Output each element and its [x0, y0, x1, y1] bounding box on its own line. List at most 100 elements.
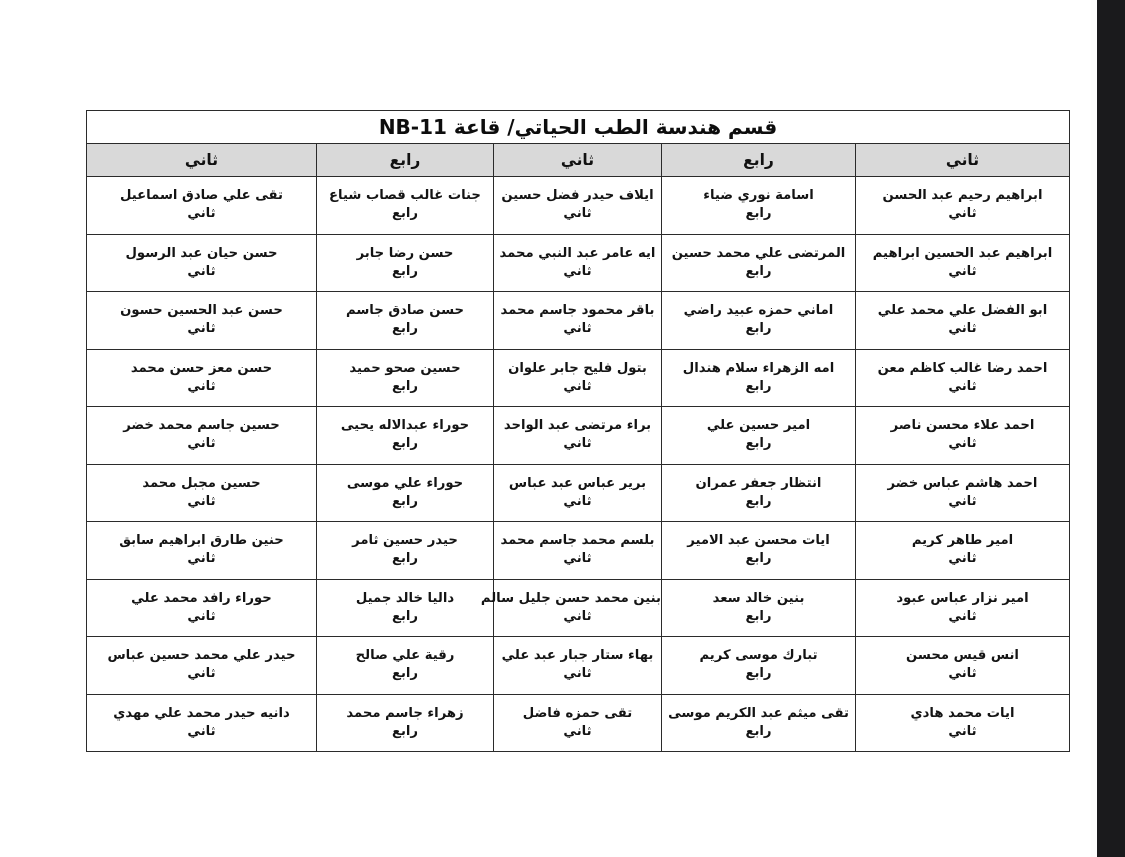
- student-cell: زهراء جاسم محمد رابع: [316, 693, 494, 752]
- student-term: رابع: [745, 666, 772, 682]
- student-name: امه الزهراء سلام هندال: [682, 360, 835, 376]
- student-term: ثاني: [187, 378, 216, 394]
- student-cell: اسامة نوري ضياء رابع: [661, 176, 856, 235]
- student-term: ثاني: [948, 321, 977, 337]
- student-cell: احمد علاء محسن ناصر ثاني: [855, 406, 1070, 465]
- student-term: رابع: [745, 436, 772, 452]
- student-name: حسن عبد الحسين حسون: [120, 303, 283, 319]
- student-cell: برير عباس عبد عباس ثاني: [493, 463, 662, 522]
- student-name: حيدر علي محمد حسين عباس: [107, 648, 296, 664]
- student-cell: تقى ميثم عبد الكريم موسى رابع: [661, 693, 856, 752]
- student-cell: حسن رضا جابر رابع: [316, 233, 494, 292]
- student-name: حسن صادق جاسم: [346, 303, 464, 319]
- table-row: احمد هاشم عباس خضر ثاني انتظار جعفر عمران ر…: [86, 463, 1070, 522]
- student-cell: حوراء رافد محمد علي ثاني: [86, 578, 317, 637]
- student-cell: داليا خالد جميل رابع: [316, 578, 494, 637]
- student-term: ثاني: [563, 378, 592, 394]
- student-name: ايات محمد هادي: [910, 705, 1015, 721]
- table-row: ابراهيم عبد الحسين ابراهيم ثاني المرتضى عل…: [86, 233, 1070, 292]
- document-title: قسم هندسة الطب الحياتي/ قاعة NB-11: [86, 110, 1070, 144]
- student-term: ثاني: [563, 723, 592, 739]
- student-name: حنين طارق ابراهيم سابق: [119, 533, 284, 549]
- student-cell: امير حسين علي رابع: [661, 406, 856, 465]
- student-term: ثاني: [187, 551, 216, 567]
- student-term: ثاني: [948, 551, 977, 567]
- student-cell: المرتضى علي محمد حسين رابع: [661, 233, 856, 292]
- student-term: ثاني: [187, 666, 216, 682]
- student-cell: حسن صادق جاسم رابع: [316, 291, 494, 350]
- student-name: امير حسين علي: [706, 418, 811, 434]
- student-cell: حسين صحو حميد رابع: [316, 348, 494, 407]
- student-term: ثاني: [187, 206, 216, 222]
- student-name: برير عباس عبد عباس: [508, 475, 647, 491]
- student-term: ثاني: [563, 263, 592, 279]
- student-cell: بهاء ستار جبار عبد علي ثاني: [493, 636, 662, 695]
- student-name: بلسم محمد جاسم محمد: [500, 533, 655, 549]
- student-term: ثاني: [948, 436, 977, 452]
- student-cell: ابراهيم عبد الحسين ابراهيم ثاني: [855, 233, 1070, 292]
- student-name: احمد هاشم عباس خضر: [887, 475, 1038, 491]
- student-cell: باقر محمود جاسم محمد ثاني: [493, 291, 662, 350]
- student-cell: ايه عامر عبد النبي محمد ثاني: [493, 233, 662, 292]
- student-term: ثاني: [948, 378, 977, 394]
- student-name: تقى ميثم عبد الكريم موسى: [668, 705, 849, 721]
- student-cell: بلسم محمد جاسم محمد ثاني: [493, 521, 662, 580]
- table-row: امير طاهر كريم ثاني ايات محسن عبد الامير را…: [86, 521, 1070, 580]
- page-edge-gap: [1091, 0, 1097, 857]
- student-cell: امير نزار عباس عبود ثاني: [855, 578, 1070, 637]
- student-name: اسامة نوري ضياء: [703, 188, 814, 204]
- student-name: تبارك موسى كريم: [699, 648, 818, 664]
- student-name: جنات غالب قصاب شياع: [329, 188, 481, 204]
- student-term: ثاني: [948, 723, 977, 739]
- student-name: ابراهيم رحيم عبد الحسن: [882, 188, 1043, 204]
- student-term: رابع: [391, 608, 419, 624]
- student-name: حيدر حسين ثامر: [352, 533, 458, 549]
- student-term: رابع: [745, 321, 772, 337]
- column-header-5: ثاني: [86, 143, 317, 177]
- student-term: ثاني: [563, 551, 592, 567]
- student-name: بتول فليح جابر علوان: [508, 360, 647, 376]
- student-term: رابع: [391, 666, 419, 682]
- student-term: رابع: [391, 436, 419, 452]
- student-term: رابع: [745, 551, 772, 567]
- student-name: حسن حيان عبد الرسول: [125, 245, 278, 261]
- student-name: حسين مجبل محمد: [142, 475, 261, 491]
- table-row: ابو الفضل علي محمد علي ثاني اماني حمزه عبي…: [86, 291, 1070, 350]
- table-row: ايات محمد هادي ثاني تقى ميثم عبد الكريم مو…: [86, 693, 1070, 752]
- page-edge-shadow: [1097, 0, 1125, 857]
- student-name: احمد رضا غالب كاظم معن: [877, 360, 1048, 376]
- student-name: حوراء عبدالاله يحيى: [340, 418, 470, 434]
- student-term: ثاني: [563, 493, 592, 509]
- student-name: داليا خالد جميل: [355, 590, 455, 606]
- student-cell: بتول فليح جابر علوان ثاني: [493, 348, 662, 407]
- student-term: رابع: [391, 493, 419, 509]
- title-row: قسم هندسة الطب الحياتي/ قاعة NB-11: [86, 110, 1070, 144]
- student-cell: احمد رضا غالب كاظم معن ثاني: [855, 348, 1070, 407]
- student-name: اماني حمزه عبيد راضي: [683, 303, 834, 319]
- student-term: ثاني: [948, 608, 977, 624]
- table-row: احمد رضا غالب كاظم معن ثاني امه الزهراء سل…: [86, 348, 1070, 407]
- student-name: بنين خالد سعد: [712, 590, 805, 606]
- student-cell: جنات غالب قصاب شياع رابع: [316, 176, 494, 235]
- roster-table-container: قسم هندسة الطب الحياتي/ قاعة NB-11 ثاني …: [86, 110, 1070, 752]
- student-term: ثاني: [948, 666, 977, 682]
- student-name: انس قيس محسن: [906, 648, 1019, 664]
- student-term: رابع: [391, 206, 419, 222]
- student-cell: حسين جاسم محمد خضر ثاني: [86, 406, 317, 465]
- student-name: امير طاهر كريم: [911, 533, 1014, 549]
- student-name: حسن معز حسن محمد: [130, 360, 273, 376]
- student-name: زهراء جاسم محمد: [346, 705, 464, 721]
- student-name: تقى حمزه فاضل: [522, 705, 633, 721]
- student-name: باقر محمود جاسم محمد: [500, 303, 655, 319]
- student-cell: اماني حمزه عبيد راضي رابع: [661, 291, 856, 350]
- student-name: امير نزار عباس عبود: [896, 590, 1029, 606]
- student-name: بهاء ستار جبار عبد علي: [501, 648, 654, 664]
- student-name: حسين جاسم محمد خضر: [123, 418, 280, 434]
- student-term: ثاني: [563, 666, 592, 682]
- student-cell: ايلاف حيدر فضل حسين ثاني: [493, 176, 662, 235]
- student-cell: دانيه حيدر محمد علي مهدي ثاني: [86, 693, 317, 752]
- student-term: ثاني: [563, 608, 592, 624]
- table-head: قسم هندسة الطب الحياتي/ قاعة NB-11 ثاني …: [86, 110, 1070, 177]
- student-term: رابع: [745, 493, 772, 509]
- student-cell: حسن عبد الحسين حسون ثاني: [86, 291, 317, 350]
